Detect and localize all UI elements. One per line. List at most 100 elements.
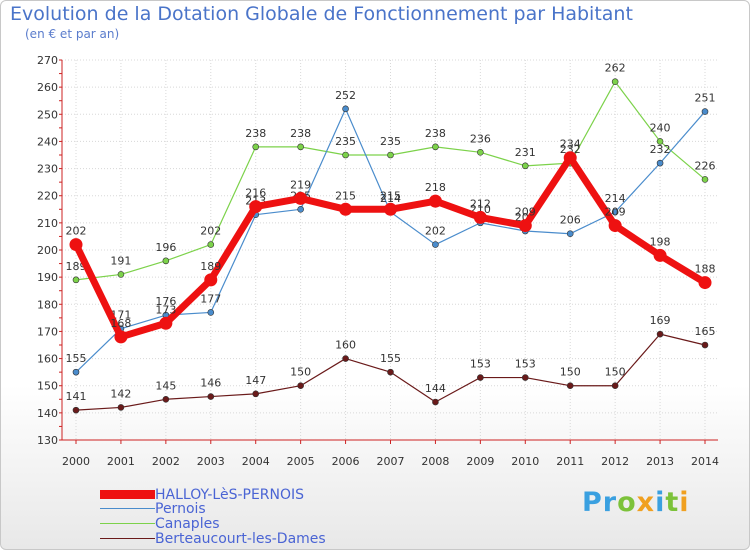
legend-label-pernois: Pernois bbox=[155, 500, 206, 517]
data-point bbox=[72, 276, 80, 284]
y-tick-label: 130 bbox=[37, 434, 58, 447]
data-label: 155 bbox=[66, 352, 87, 365]
legend-label-canaples: Canaples bbox=[155, 515, 220, 532]
data-point bbox=[432, 241, 439, 248]
data-point bbox=[521, 374, 529, 381]
data-label: 240 bbox=[650, 121, 671, 134]
data-label: 251 bbox=[695, 92, 716, 105]
legend-item-canaples: Canaples bbox=[100, 516, 220, 532]
y-tick-label: 270 bbox=[37, 54, 58, 67]
data-point bbox=[611, 382, 619, 390]
data-label: 252 bbox=[335, 89, 356, 102]
data-label: 150 bbox=[560, 366, 581, 379]
data-label: 141 bbox=[66, 390, 87, 403]
legend-label-berteaucourt: Berteaucourt-les-Dames bbox=[155, 530, 326, 547]
data-label: 232 bbox=[650, 143, 671, 156]
data-point bbox=[204, 273, 218, 287]
data-point bbox=[477, 148, 484, 156]
data-point bbox=[428, 194, 442, 208]
data-point bbox=[342, 151, 349, 159]
x-tick-label: 2011 bbox=[556, 455, 584, 468]
data-point bbox=[342, 355, 349, 362]
x-tick-label: 2009 bbox=[466, 455, 494, 468]
data-point bbox=[518, 219, 532, 233]
data-label: 209 bbox=[515, 206, 536, 219]
data-label: 238 bbox=[425, 127, 446, 140]
chart-title: Evolution de la Dotation Globale de Fonc… bbox=[10, 3, 633, 25]
y-tick-label: 180 bbox=[37, 298, 58, 311]
data-point bbox=[656, 330, 664, 338]
data-label: 234 bbox=[560, 138, 581, 151]
logo-part-i: i bbox=[655, 487, 666, 518]
data-point bbox=[563, 151, 577, 165]
data-label: 153 bbox=[515, 358, 536, 371]
data-point bbox=[117, 271, 125, 278]
data-point bbox=[114, 330, 128, 344]
data-point bbox=[72, 406, 80, 414]
data-label: 198 bbox=[650, 235, 671, 248]
data-label: 168 bbox=[110, 317, 131, 330]
data-label: 214 bbox=[605, 192, 626, 205]
logo-part-o: o bbox=[617, 487, 637, 518]
data-label: 236 bbox=[470, 132, 491, 145]
data-label: 238 bbox=[245, 127, 266, 140]
data-point bbox=[701, 341, 709, 349]
data-point bbox=[339, 202, 353, 216]
data-point bbox=[249, 200, 263, 214]
y-tick-label: 150 bbox=[37, 380, 58, 393]
legend-item-halloy: HALLOY-LèS-PERNOIS bbox=[100, 487, 304, 503]
data-point bbox=[656, 159, 664, 167]
y-tick-label: 250 bbox=[37, 108, 58, 121]
data-point bbox=[387, 151, 394, 159]
y-tick-label: 240 bbox=[37, 135, 58, 148]
x-tick-label: 2013 bbox=[646, 455, 674, 468]
logo-part-pr: Pr bbox=[582, 487, 618, 518]
data-label: 188 bbox=[695, 263, 716, 276]
data-label: 155 bbox=[380, 352, 401, 365]
data-point bbox=[252, 143, 260, 151]
x-tick-label: 2012 bbox=[601, 455, 629, 468]
data-label: 232 bbox=[560, 143, 581, 156]
data-point bbox=[342, 105, 349, 113]
data-label: 215 bbox=[380, 189, 401, 202]
data-label: 202 bbox=[200, 225, 221, 238]
data-point bbox=[162, 395, 170, 403]
logo-part-t: t bbox=[665, 487, 680, 518]
legend-swatch-canaples bbox=[100, 523, 155, 524]
data-label: 231 bbox=[515, 146, 536, 159]
x-tick-label: 2005 bbox=[287, 455, 315, 468]
data-point bbox=[477, 374, 484, 381]
data-point bbox=[653, 248, 667, 262]
data-label: 212 bbox=[470, 197, 491, 210]
data-label: 144 bbox=[425, 382, 446, 395]
x-tick-label: 2008 bbox=[421, 455, 449, 468]
legend-item-berteaucourt: Berteaucourt-les-Dames bbox=[100, 531, 326, 547]
data-label: 216 bbox=[245, 187, 266, 200]
y-tick-label: 230 bbox=[37, 163, 58, 176]
legend-item-pernois: Pernois bbox=[100, 501, 206, 517]
data-label: 206 bbox=[560, 214, 581, 227]
legend-swatch-pernois bbox=[100, 508, 155, 509]
data-point bbox=[656, 138, 664, 145]
data-label: 147 bbox=[245, 374, 266, 387]
data-point bbox=[297, 382, 304, 390]
data-point bbox=[252, 390, 260, 398]
data-point bbox=[162, 257, 170, 265]
data-label: 262 bbox=[605, 62, 626, 75]
data-point bbox=[387, 368, 394, 376]
data-point bbox=[207, 241, 215, 248]
data-point bbox=[69, 238, 83, 252]
data-point bbox=[159, 316, 173, 330]
legend-swatch-halloy bbox=[100, 490, 155, 499]
data-point bbox=[608, 219, 622, 233]
proxiti-logo: Proxiti bbox=[582, 487, 690, 518]
y-tick-label: 140 bbox=[37, 407, 58, 420]
y-tick-label: 160 bbox=[37, 353, 58, 366]
data-point bbox=[72, 368, 80, 376]
data-point bbox=[701, 108, 709, 115]
logo-part-i2: i bbox=[679, 487, 690, 518]
x-tick-label: 2002 bbox=[152, 455, 180, 468]
y-tick-label: 200 bbox=[37, 244, 58, 257]
